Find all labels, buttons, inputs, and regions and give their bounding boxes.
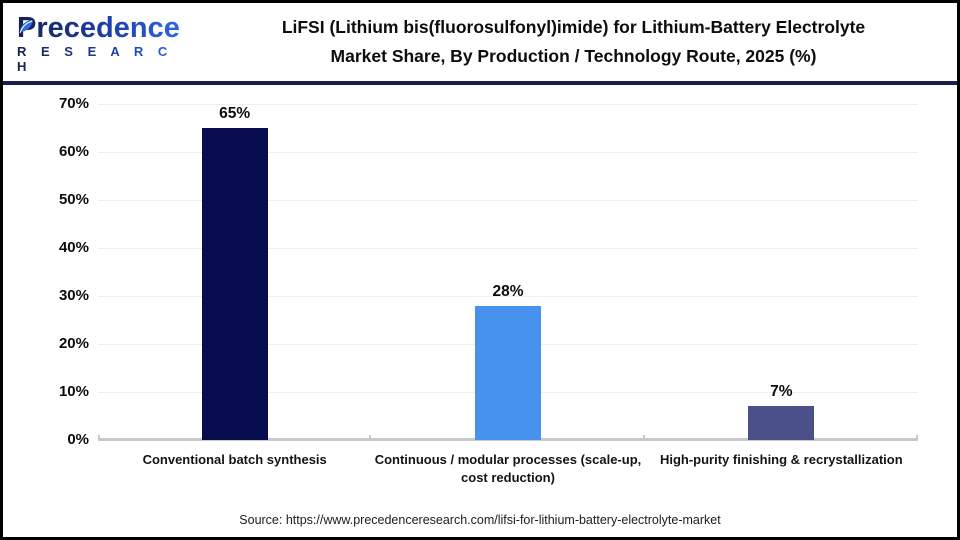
chart-title: LiFSI (Lithium bis(fluorosulfonyl)imide)… (198, 3, 949, 81)
axis-tick (916, 435, 918, 441)
gridline-40 (98, 248, 918, 249)
y-tick-label: 20% (58, 335, 89, 352)
category-label-text: Conventional batch synthesis (142, 452, 327, 467)
leaf-icon (19, 20, 33, 34)
bar-value-label: 7% (770, 383, 793, 401)
y-tick-label: 30% (58, 287, 89, 304)
category-label-text: High-purity finishing & recrystallizatio… (659, 452, 903, 467)
gridline-50 (98, 200, 918, 201)
gridline-30 (98, 296, 918, 297)
brand-logo: Precedence R E S E A R C H (17, 13, 187, 74)
bar-value-label: 28% (492, 282, 524, 300)
axis-tick (98, 435, 100, 441)
gridline-70 (98, 104, 918, 105)
y-tick-label: 0% (67, 431, 89, 448)
brand-subtitle: R E S E A R C H (17, 44, 187, 74)
gridline-60 (98, 152, 918, 153)
plot-area: 65% 28% 7% (98, 104, 918, 441)
category-label-3: High-purity finishing & recrystallizatio… (645, 451, 918, 469)
y-tick-label: 40% (58, 239, 89, 256)
y-tick-label: 50% (58, 191, 89, 208)
chart-title-line1: LiFSI (Lithium bis(fluorosulfonyl)imide)… (281, 17, 866, 37)
chart-title-line2: Market Share, By Production / Technology… (330, 46, 817, 66)
category-label-text: Continuous / modular processes (scale-up… (374, 452, 642, 485)
y-tick-label: 10% (58, 383, 89, 400)
brand-name: Precedence (17, 13, 187, 43)
category-label-2: Continuous / modular processes (scale-up… (371, 451, 644, 486)
bar-1 (201, 128, 268, 440)
bar-2 (475, 305, 541, 440)
axis-tick (369, 435, 372, 441)
y-tick-label: 70% (58, 95, 89, 112)
chart-region: 65% 28% 7% 0% 10% 20% 30% 40% 50% 60% 70% Convent… (3, 85, 957, 515)
axis-tick (642, 435, 645, 441)
y-tick-label: 60% (58, 143, 89, 160)
bar-3 (748, 406, 815, 440)
category-label-1: Conventional batch synthesis (98, 451, 371, 469)
bar-value-label: 65% (219, 105, 251, 122)
header-divider (3, 81, 957, 85)
header: Precedence R E S E A R C H LiFSI (Lithiu… (3, 3, 957, 81)
source-text: Source: https://www.precedenceresearch.c… (239, 513, 721, 527)
